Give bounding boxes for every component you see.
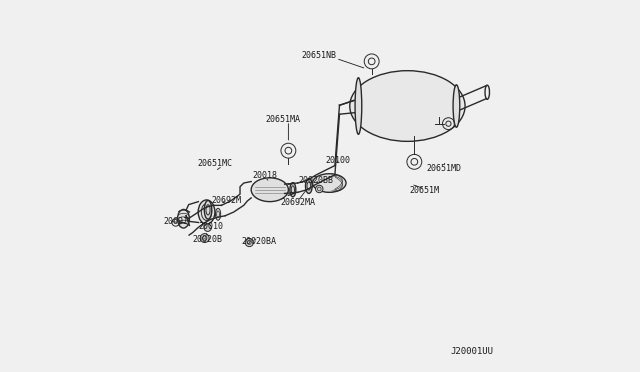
Ellipse shape <box>216 208 221 220</box>
Ellipse shape <box>355 78 362 134</box>
Text: 20691: 20691 <box>164 217 189 226</box>
Ellipse shape <box>453 85 460 127</box>
Text: 20020BB: 20020BB <box>298 176 333 185</box>
Ellipse shape <box>251 178 289 202</box>
Ellipse shape <box>349 71 465 141</box>
Text: 20010: 20010 <box>198 222 223 231</box>
Circle shape <box>245 238 253 247</box>
Circle shape <box>316 185 323 193</box>
Text: 20651NB: 20651NB <box>301 51 336 60</box>
Ellipse shape <box>204 201 212 219</box>
Ellipse shape <box>312 174 346 192</box>
Text: 20692M: 20692M <box>211 196 241 205</box>
Ellipse shape <box>198 200 215 224</box>
Text: 20692MA: 20692MA <box>280 198 315 207</box>
Text: 20020B: 20020B <box>193 235 223 244</box>
Ellipse shape <box>290 183 296 197</box>
Text: 20018: 20018 <box>252 171 278 180</box>
Circle shape <box>200 234 209 243</box>
Text: 20020BA: 20020BA <box>241 237 276 246</box>
Text: 20651MD: 20651MD <box>426 164 461 173</box>
Text: 20651M: 20651M <box>410 186 440 195</box>
Ellipse shape <box>305 179 312 193</box>
Text: 20651MC: 20651MC <box>198 159 232 168</box>
Circle shape <box>204 224 211 231</box>
Text: J20001UU: J20001UU <box>450 347 493 356</box>
Text: 20100: 20100 <box>325 156 350 165</box>
Ellipse shape <box>177 209 189 228</box>
Text: 20651MA: 20651MA <box>266 115 300 124</box>
